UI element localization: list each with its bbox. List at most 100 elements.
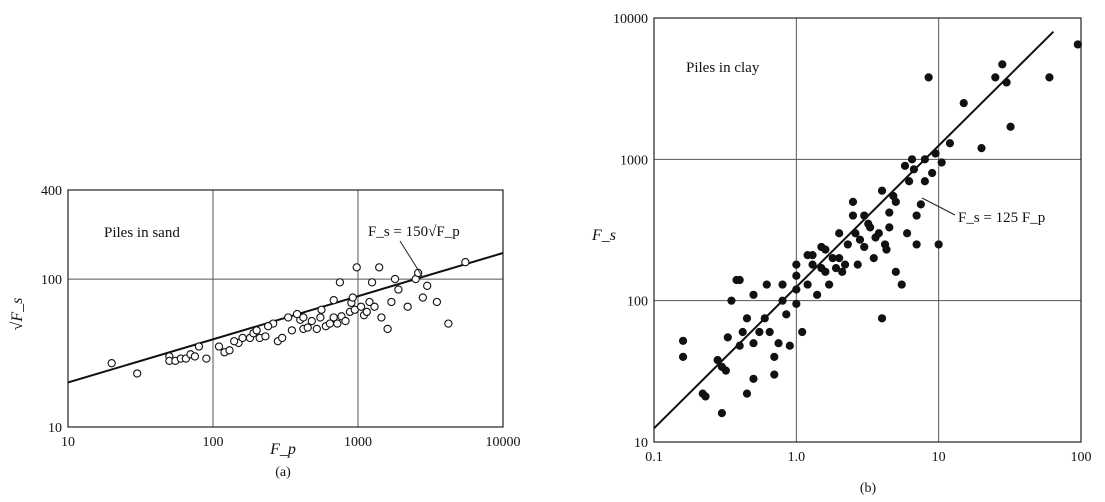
data-point: [885, 223, 894, 232]
panel-a-annotation: Piles in sand: [104, 225, 180, 241]
data-point: [934, 240, 943, 249]
panel-b-annotation: Piles in clay: [686, 60, 760, 76]
data-point: [190, 352, 200, 361]
data-point: [831, 263, 841, 273]
data-point: [825, 280, 834, 289]
data-point: [792, 271, 801, 280]
data-point: [394, 285, 403, 294]
data-point: [885, 208, 894, 217]
data-point: [284, 313, 293, 322]
y-tick-label: 100: [627, 295, 648, 310]
data-point: [835, 254, 844, 263]
data-point: [444, 319, 453, 328]
data-point: [900, 161, 910, 170]
data-point: [727, 296, 736, 305]
data-point: [907, 155, 917, 164]
data-point: [902, 229, 912, 238]
panel-a-chart: 10 100 1000 10000 10 100 400 Piles in sand F_…: [9, 184, 521, 480]
data-point: [735, 275, 744, 285]
data-point: [928, 168, 937, 178]
data-point: [891, 267, 900, 276]
data-point: [317, 305, 326, 314]
y-tick-label: 100: [41, 273, 62, 288]
data-point: [742, 314, 752, 323]
data-point: [742, 389, 752, 398]
data-point: [738, 327, 747, 337]
y-tick-label: 10: [634, 436, 648, 451]
data-point: [848, 197, 858, 206]
data-point: [316, 313, 325, 322]
data-point: [202, 354, 211, 363]
panel-a-equation-pointer: [399, 240, 423, 277]
panel-a-x-axis-title: F_p: [269, 441, 296, 458]
data-point: [977, 144, 986, 153]
data-point: [1045, 73, 1054, 82]
data-point: [299, 313, 308, 322]
panel-b-frame: [653, 17, 1082, 443]
data-point: [1006, 122, 1015, 131]
data-point: [214, 342, 224, 351]
x-tick-label: 100: [203, 435, 224, 450]
data-point: [920, 155, 929, 164]
data-point: [866, 223, 875, 232]
data-point: [701, 392, 710, 401]
panel-b-y-ticks: 10 100 1000 10000: [613, 12, 648, 451]
data-point: [778, 280, 787, 289]
data-point: [352, 263, 361, 272]
data-point: [749, 290, 758, 299]
data-point: [329, 296, 338, 305]
data-point: [365, 297, 374, 307]
data-point: [785, 341, 794, 350]
panel-a-points: [107, 258, 470, 378]
data-point: [916, 200, 925, 209]
data-point: [838, 267, 847, 276]
panel-b-label: (b): [860, 481, 877, 496]
data-point: [762, 280, 771, 289]
data-point: [432, 297, 442, 307]
data-point: [840, 260, 850, 269]
data-point: [945, 139, 955, 148]
data-point: [461, 258, 470, 267]
data-point: [905, 177, 914, 186]
data-point: [341, 316, 350, 326]
data-point: [869, 254, 878, 263]
data-point: [792, 285, 801, 294]
data-point: [307, 316, 316, 326]
data-point: [370, 302, 379, 311]
data-point: [821, 267, 830, 276]
panel-a-frame: [67, 189, 504, 428]
data-point: [782, 310, 791, 319]
data-point: [937, 158, 946, 167]
data-point: [1073, 40, 1082, 49]
data-point: [755, 327, 764, 337]
data-point: [263, 322, 273, 331]
data-point: [760, 314, 769, 323]
data-point: [107, 359, 116, 368]
data-point: [959, 98, 968, 108]
data-point: [230, 337, 239, 346]
data-point: [860, 211, 869, 220]
data-point: [387, 297, 396, 307]
data-point: [303, 323, 312, 332]
data-point: [717, 409, 727, 418]
data-point: [792, 299, 801, 308]
data-point: [770, 370, 779, 379]
data-point: [367, 278, 377, 287]
data-point: [312, 324, 321, 334]
data-point: [721, 366, 730, 375]
data-point: [853, 260, 862, 269]
data-point: [735, 341, 744, 350]
y-tick-label: 10000: [613, 12, 648, 27]
data-point: [798, 327, 807, 337]
x-tick-label: 1.0: [788, 450, 806, 465]
x-tick-label: 10: [61, 435, 75, 450]
data-point: [1002, 78, 1011, 87]
x-tick-label: 100: [1071, 450, 1092, 465]
y-tick-label: 1000: [620, 153, 648, 168]
data-point: [843, 240, 852, 249]
data-point: [225, 346, 234, 355]
data-point: [848, 211, 858, 220]
panel-a-x-ticks: 10 100 1000 10000: [61, 435, 521, 450]
data-point: [723, 333, 732, 342]
data-point: [261, 332, 270, 341]
